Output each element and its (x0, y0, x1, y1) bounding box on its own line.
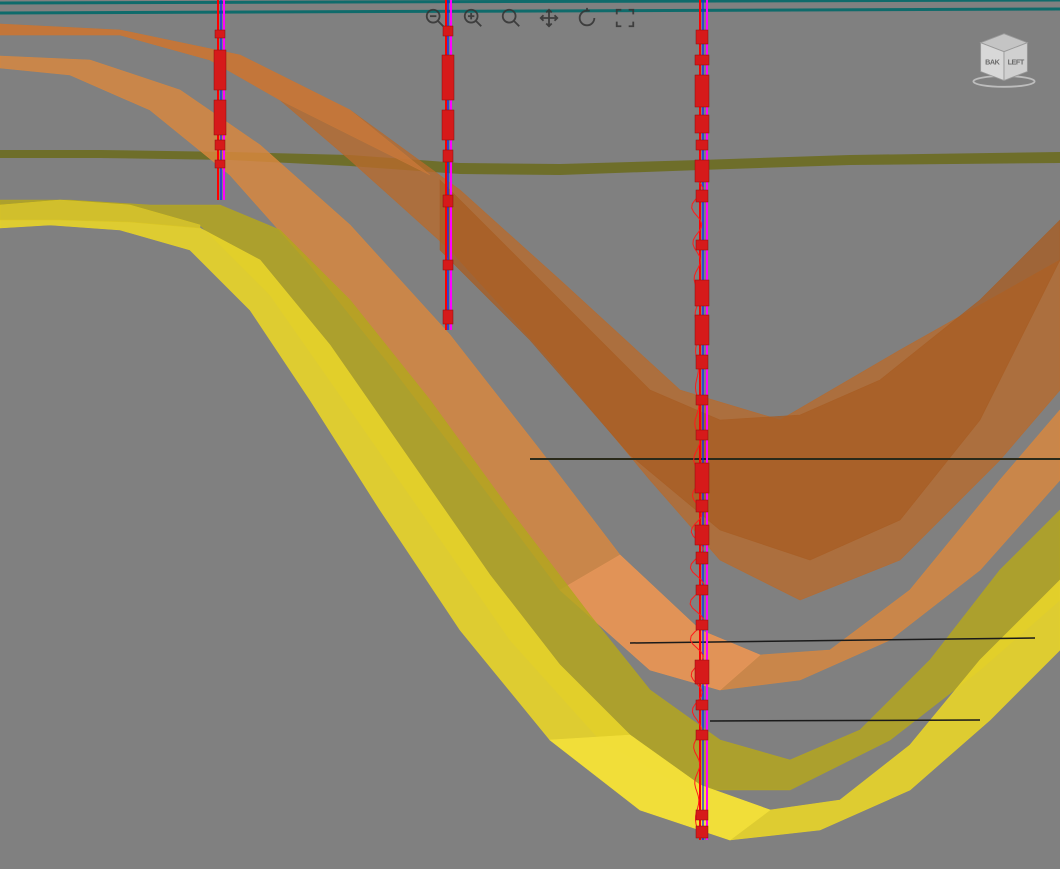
cube-left-label: LEFT (1008, 57, 1025, 66)
viewport-3d[interactable] (0, 0, 1060, 869)
zoom-minus-icon[interactable] (423, 6, 447, 30)
orbit-icon[interactable] (575, 6, 599, 30)
horizon-line (710, 720, 980, 721)
view-toolbar (417, 4, 643, 32)
pan-icon[interactable] (537, 6, 561, 30)
cube-back-label: BAK (985, 57, 1000, 66)
navigation-cube[interactable]: BAK LEFT (968, 28, 1040, 88)
magnify-icon[interactable] (499, 6, 523, 30)
fit-extents-icon[interactable] (613, 6, 637, 30)
zoom-plus-icon[interactable] (461, 6, 485, 30)
